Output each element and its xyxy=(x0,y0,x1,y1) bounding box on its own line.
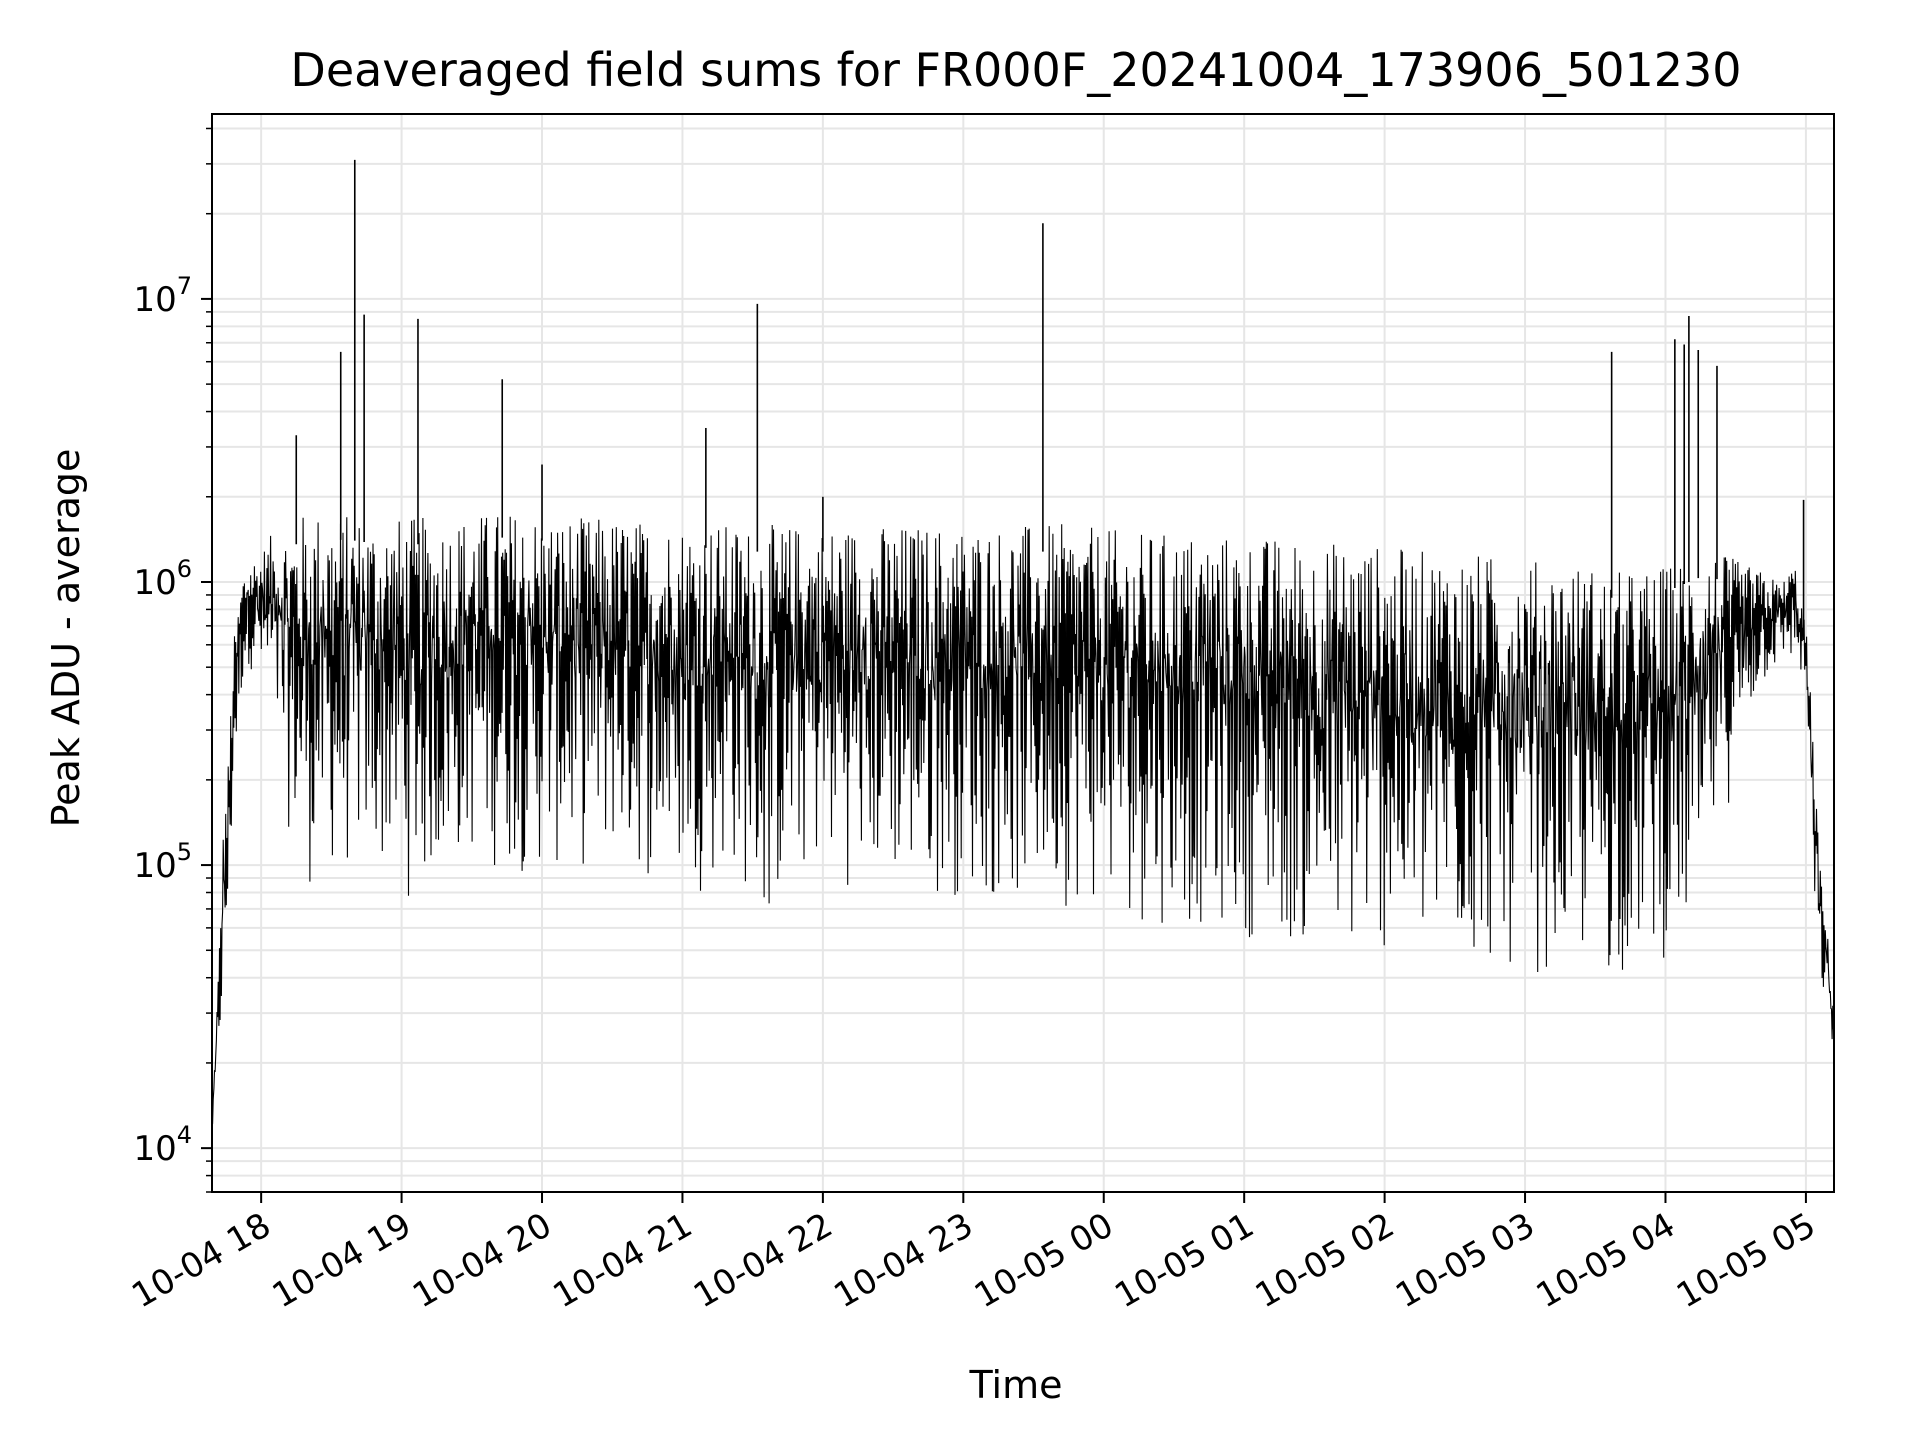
series-line xyxy=(211,516,1835,1128)
y-tick-exponent: 7 xyxy=(177,272,192,300)
y-tick-base: 10 xyxy=(133,280,176,320)
y-tick-base: 10 xyxy=(133,1129,176,1169)
y-axis-label: Peak ADU - average xyxy=(44,449,88,828)
y-tick-label: 106 xyxy=(133,555,192,603)
y-tick-exponent: 4 xyxy=(177,1121,192,1149)
y-tick-label: 107 xyxy=(133,272,192,320)
y-tick-exponent: 5 xyxy=(177,838,192,866)
y-tick-base: 10 xyxy=(133,846,176,886)
y-tick-label: 105 xyxy=(133,838,192,886)
x-axis-label: Time xyxy=(969,1363,1063,1407)
y-tick-label: 104 xyxy=(133,1121,192,1169)
chart-title: Deaveraged field sums for FR000F_2024100… xyxy=(290,43,1741,97)
y-tick-base: 10 xyxy=(133,563,176,603)
plot-frame xyxy=(211,113,1835,1193)
data-series xyxy=(211,159,1835,1128)
y-tick-exponent: 6 xyxy=(177,555,192,583)
